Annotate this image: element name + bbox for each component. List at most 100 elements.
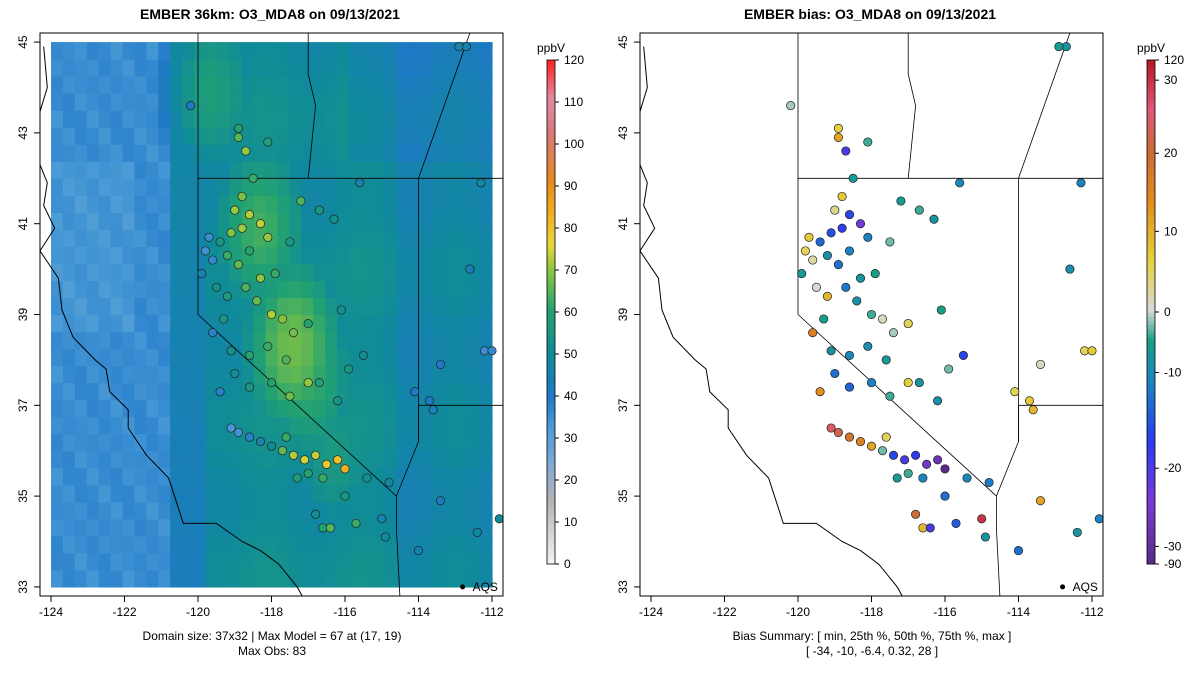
model-cell xyxy=(265,501,279,520)
model-cell xyxy=(62,93,76,111)
station-point xyxy=(303,378,313,388)
model-cell xyxy=(337,280,350,299)
model-cell xyxy=(456,93,469,111)
station-point xyxy=(903,468,913,478)
colorbar-segment xyxy=(547,534,555,540)
model-cell xyxy=(170,552,183,571)
model-cell xyxy=(301,552,314,571)
model-cell xyxy=(51,59,64,77)
colorbar-segment xyxy=(1147,148,1155,153)
model-cell xyxy=(456,535,469,554)
model-cell xyxy=(372,263,386,282)
model-cell xyxy=(384,501,398,520)
station-point xyxy=(863,232,873,242)
model-cell xyxy=(62,433,76,452)
colorbar-segment xyxy=(547,446,555,452)
model-cell xyxy=(98,518,112,537)
model-cell xyxy=(337,212,350,230)
station-point xyxy=(222,250,232,261)
colorbar-segment xyxy=(1147,228,1155,233)
colorbar-segment xyxy=(547,391,555,397)
model-cell xyxy=(396,382,410,401)
colorbar-tick-label: 70 xyxy=(564,263,578,277)
model-cell xyxy=(444,76,457,94)
model-cell xyxy=(98,552,112,571)
model-cell xyxy=(408,212,422,230)
model-cell xyxy=(480,161,493,179)
station-point xyxy=(866,309,877,320)
model-cell xyxy=(205,110,219,128)
model-cell xyxy=(146,76,159,94)
model-cell xyxy=(110,93,124,111)
model-cell xyxy=(205,161,219,179)
model-cell xyxy=(396,569,410,588)
model-cell xyxy=(432,552,445,571)
model-cell xyxy=(277,484,290,503)
model-cell xyxy=(408,161,422,179)
model-cell xyxy=(480,331,493,350)
colorbar-segment xyxy=(547,223,555,229)
model-cell xyxy=(217,127,231,145)
model-cell xyxy=(420,280,433,299)
model-cell xyxy=(194,501,207,520)
model-cell xyxy=(253,229,267,247)
station-point xyxy=(844,382,855,392)
model-cell xyxy=(158,518,171,537)
model-cell xyxy=(372,42,386,60)
model-cell xyxy=(468,212,481,230)
model-cell xyxy=(360,433,374,452)
model-cell xyxy=(301,178,314,196)
station-point xyxy=(855,219,866,229)
model-cell xyxy=(253,365,267,384)
y-tick-label: 37 xyxy=(616,398,630,412)
model-cell xyxy=(241,399,255,418)
model-cell xyxy=(51,144,64,162)
model-cell xyxy=(480,416,493,435)
model-cell xyxy=(432,569,445,588)
model-cell xyxy=(313,263,326,282)
model-cell xyxy=(205,518,219,537)
model-cell xyxy=(241,416,255,435)
model-cell xyxy=(217,518,231,537)
model-cell xyxy=(182,518,195,537)
model-cell xyxy=(408,365,422,384)
model-cell xyxy=(325,331,338,350)
station-point xyxy=(266,378,277,388)
colorbar-segment xyxy=(1147,127,1155,132)
model-cell xyxy=(146,467,159,486)
model-cell xyxy=(62,416,76,435)
model-cell xyxy=(408,484,422,503)
model-cell xyxy=(384,195,398,213)
station-point xyxy=(292,473,302,483)
model-cell xyxy=(51,399,64,418)
model-cell xyxy=(420,535,433,554)
colorbar-segment xyxy=(1147,421,1155,426)
model-cell xyxy=(408,195,422,213)
model-cell xyxy=(122,93,136,111)
model-cell xyxy=(146,246,159,265)
colorbar-segment xyxy=(547,114,555,120)
model-cell xyxy=(432,314,445,333)
model-cell xyxy=(480,93,493,111)
model-cell xyxy=(62,450,76,469)
model-cell xyxy=(253,127,267,145)
model-cell xyxy=(122,110,136,128)
model-cell xyxy=(98,263,112,282)
model-cell xyxy=(134,399,147,418)
station-point xyxy=(186,101,196,111)
model-cell xyxy=(301,93,314,111)
model-cell xyxy=(205,93,219,111)
model-cell xyxy=(372,297,386,316)
model-cell xyxy=(313,144,326,162)
station-point xyxy=(826,423,836,433)
x-tick-label: -122 xyxy=(713,605,737,619)
station-point xyxy=(237,191,247,202)
model-cell xyxy=(301,76,314,94)
model-cell xyxy=(158,501,171,520)
model-cell xyxy=(158,348,171,367)
model-cell xyxy=(337,433,350,452)
model-cell xyxy=(205,127,219,145)
model-cell xyxy=(277,212,290,230)
model-cell xyxy=(74,93,88,111)
colorbar-segment xyxy=(1147,240,1155,246)
